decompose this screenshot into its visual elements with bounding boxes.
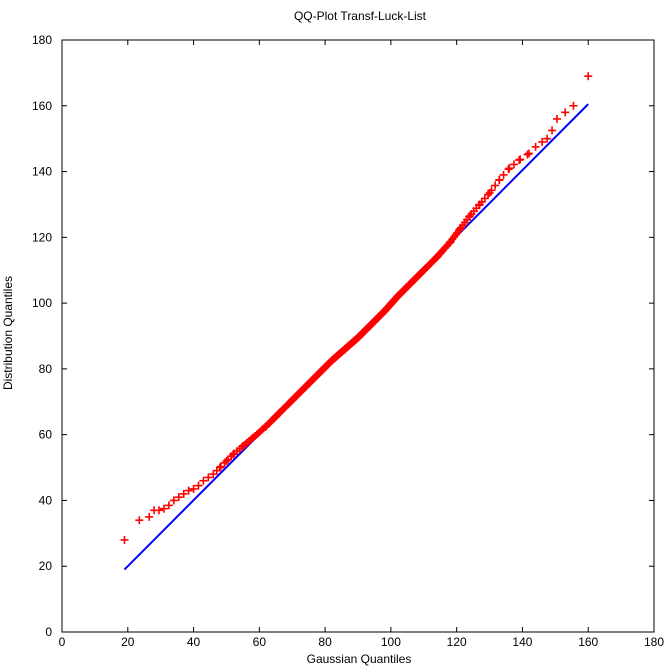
data-point (525, 149, 534, 158)
data-points-layer (120, 72, 593, 544)
x-tick-label: 40 (187, 635, 201, 649)
data-point (505, 164, 514, 173)
data-point (499, 170, 508, 179)
x-tick-label: 20 (121, 635, 135, 649)
data-point (189, 484, 198, 493)
y-tick-label: 140 (32, 165, 52, 179)
data-point (120, 535, 129, 544)
data-point (523, 150, 532, 159)
y-tick-label: 20 (39, 559, 53, 573)
y-tick-label: 180 (32, 33, 52, 47)
y-tick-label: 0 (45, 625, 52, 639)
y-tick-label: 160 (32, 99, 52, 113)
data-point (169, 496, 178, 505)
x-tick-label: 100 (381, 635, 401, 649)
data-point (531, 142, 540, 151)
x-axis-label: Gaussian Quantiles (307, 652, 412, 666)
data-point (216, 462, 225, 471)
y-tick-label: 40 (39, 493, 53, 507)
data-point (135, 516, 144, 525)
data-point (538, 137, 547, 146)
x-tick-label: 80 (318, 635, 332, 649)
data-point (179, 489, 188, 498)
y-tick-label: 80 (39, 362, 53, 376)
x-tick-label: 140 (512, 635, 532, 649)
x-tick-label: 120 (447, 635, 467, 649)
data-point (215, 463, 224, 472)
data-point (159, 504, 168, 513)
data-point (584, 72, 593, 81)
data-point (155, 506, 164, 515)
data-point (516, 155, 525, 164)
data-point (145, 512, 154, 521)
data-point (204, 473, 213, 482)
y-axis-label: Distribution Quantiles (1, 276, 15, 390)
data-point (164, 501, 173, 510)
data-point (543, 134, 552, 143)
data-point (569, 101, 578, 110)
x-axis-ticks: 0 20 40 60 80 100 120 140 160 180 (59, 40, 664, 649)
y-tick-label: 60 (39, 428, 53, 442)
y-tick-label: 120 (32, 230, 52, 244)
data-point (209, 470, 218, 479)
x-tick-label: 60 (253, 635, 267, 649)
chart-title: QQ-Plot Transf-Luck-List (294, 9, 427, 23)
plot-area (61, 39, 655, 633)
data-point (491, 181, 500, 190)
data-point (504, 165, 513, 174)
plot-frame (61, 39, 655, 633)
data-point (484, 190, 493, 199)
data-point (222, 456, 231, 465)
data-point (199, 476, 208, 485)
data-point (495, 175, 504, 184)
data-point (184, 486, 193, 495)
y-axis-ticks: 0 20 40 60 80 100 120 140 160 180 (32, 33, 654, 639)
x-tick-label: 160 (578, 635, 598, 649)
data-point (561, 108, 570, 117)
data-point (194, 481, 203, 490)
x-tick-label: 180 (644, 635, 664, 649)
data-point (174, 493, 183, 502)
data-point (487, 186, 496, 195)
x-tick-label: 0 (59, 635, 66, 649)
data-point (552, 114, 561, 123)
y-tick-label: 100 (32, 296, 52, 310)
data-point (509, 160, 518, 169)
data-point (548, 126, 557, 135)
